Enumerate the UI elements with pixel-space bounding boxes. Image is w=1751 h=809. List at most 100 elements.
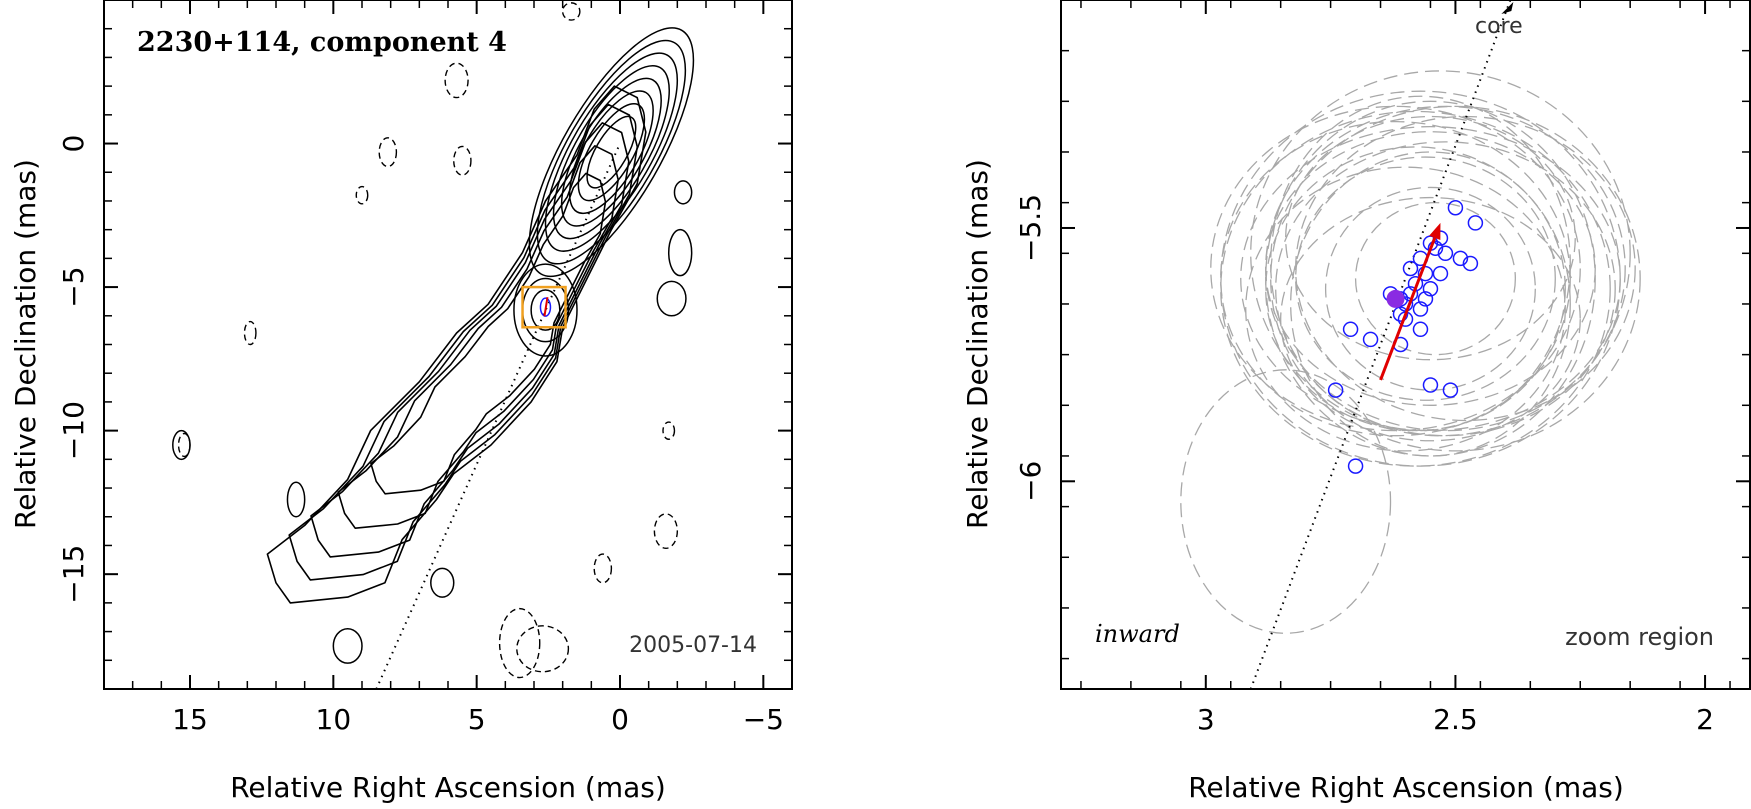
- y-tick-label: −6: [1014, 461, 1047, 502]
- mean-position: [1386, 289, 1405, 308]
- left-axis-ticks: 15 10 5 0 −5 0 −5 −10 −15: [57, 0, 792, 736]
- core-contour: [568, 90, 654, 215]
- left-y-axis-label: Relative Declination (mas): [9, 159, 42, 529]
- uncertainty-ellipses: [1180, 70, 1641, 634]
- negative-contour: [355, 185, 369, 205]
- position-point: [1442, 382, 1459, 398]
- negative-contour: [243, 320, 257, 346]
- inward-label: inward: [1095, 620, 1180, 648]
- uncertainty-ellipse: [1285, 115, 1576, 361]
- jet-contour: [288, 103, 639, 581]
- position-point: [1452, 250, 1469, 267]
- core-contour: [586, 115, 637, 189]
- negative-contour: [516, 625, 570, 673]
- uncertainty-ellipse: [1245, 166, 1566, 452]
- position-point: [1392, 306, 1409, 322]
- core-contour: [560, 77, 662, 227]
- right-axis-ticks: 3 2.5 2 −5.5 −6: [1014, 0, 1750, 736]
- position-point: [1402, 260, 1419, 277]
- y-tick-label: 0: [57, 135, 90, 153]
- contour-blob: [673, 180, 693, 205]
- jet-contour-map: [172, 27, 695, 664]
- negative-contour: [498, 607, 541, 679]
- jet-contour: [370, 172, 607, 495]
- uncertainty-ellipse: [1324, 186, 1536, 391]
- x-tick-label: 5: [468, 703, 486, 736]
- knot-contour: [513, 263, 578, 357]
- position-point: [1362, 331, 1379, 348]
- position-point: [1432, 265, 1449, 282]
- position-point: [1327, 382, 1344, 398]
- uncertainty-ellipse: [1280, 196, 1581, 442]
- contour-blob: [430, 567, 455, 598]
- core-contour: [536, 39, 687, 265]
- position-point: [1422, 281, 1439, 297]
- position-point: [1427, 240, 1444, 256]
- x-tick-label: −5: [743, 703, 784, 736]
- right-plot-frame: [1060, 0, 1751, 690]
- right-x-axis-label: Relative Right Ascension (mas): [1188, 771, 1624, 804]
- component-vector: [543, 297, 549, 317]
- x-tick-label: 15: [172, 703, 208, 736]
- motion-vector-arrow: [1379, 222, 1441, 381]
- position-point: [1347, 458, 1364, 474]
- uncertainty-ellipse: [1180, 369, 1392, 634]
- position-point: [1437, 245, 1454, 262]
- position-point: [1417, 265, 1434, 282]
- uncertainty-ellipse: [1265, 131, 1596, 406]
- uncertainty-ellipse: [1275, 141, 1616, 437]
- position-point: [1467, 215, 1484, 231]
- negative-contour: [593, 553, 613, 584]
- negative-contours: [177, 2, 679, 679]
- knot-contour: [530, 289, 561, 331]
- uncertainty-ellipse: [1270, 105, 1641, 452]
- contour-blob: [656, 280, 687, 317]
- contour-blob: [286, 481, 306, 518]
- position-point: [1422, 377, 1439, 393]
- core-direction-line: [1249, 0, 1512, 689]
- component-positions: [539, 297, 552, 317]
- y-tick-label: −10: [57, 401, 90, 460]
- negative-contour: [561, 2, 581, 21]
- left-x-axis-label: Relative Right Ascension (mas): [230, 771, 666, 804]
- x-tick-label: 2.5: [1433, 703, 1478, 736]
- core-arrowhead-shape: [1501, 2, 1514, 14]
- left-title: 2230+114, component 4: [137, 27, 507, 58]
- y-tick-label: −5: [57, 266, 90, 307]
- negative-contour: [177, 432, 191, 458]
- core-contour: [577, 102, 646, 202]
- y-tick-label: −15: [57, 545, 90, 604]
- x-tick-label: 0: [611, 703, 629, 736]
- uncertainty-ellipse: [1220, 110, 1611, 467]
- core-contour: [544, 52, 679, 252]
- x-tick-label: 3: [1197, 703, 1215, 736]
- zoom-region-label: zoom region: [1565, 623, 1714, 651]
- zoom-box: [521, 285, 567, 329]
- core-contour: [552, 64, 670, 240]
- x-tick-label: 10: [316, 703, 352, 736]
- core-contour: [528, 27, 695, 278]
- negative-contour: [653, 513, 679, 550]
- uncertainty-ellipse: [1354, 201, 1516, 356]
- position-point: [1462, 255, 1479, 272]
- uncertainty-ellipse: [1220, 90, 1621, 467]
- y-tick-label: −5.5: [1014, 194, 1047, 262]
- uncertainty-ellipse: [1290, 151, 1571, 457]
- position-point: [1412, 301, 1429, 317]
- arrow-head: [1429, 222, 1441, 240]
- jet-contour: [337, 145, 620, 530]
- left-panel: 15 10 5 0 −50−5−10−15 2230+114, component 4 …: [9, 0, 793, 804]
- x-tick-label: 2: [1696, 703, 1714, 736]
- position-point: [1417, 291, 1434, 307]
- uncertainty-ellipse: [1270, 95, 1571, 432]
- contour-blob: [667, 228, 693, 277]
- position-point: [1447, 199, 1464, 216]
- uncertainty-ellipse: [1220, 120, 1571, 437]
- negative-contour: [378, 137, 398, 168]
- core-arrowhead: [1501, 2, 1514, 14]
- epoch-label: 2005-07-14: [629, 633, 757, 658]
- position-point: [1342, 321, 1359, 338]
- negative-contour: [444, 62, 469, 99]
- core-label: core: [1475, 14, 1523, 39]
